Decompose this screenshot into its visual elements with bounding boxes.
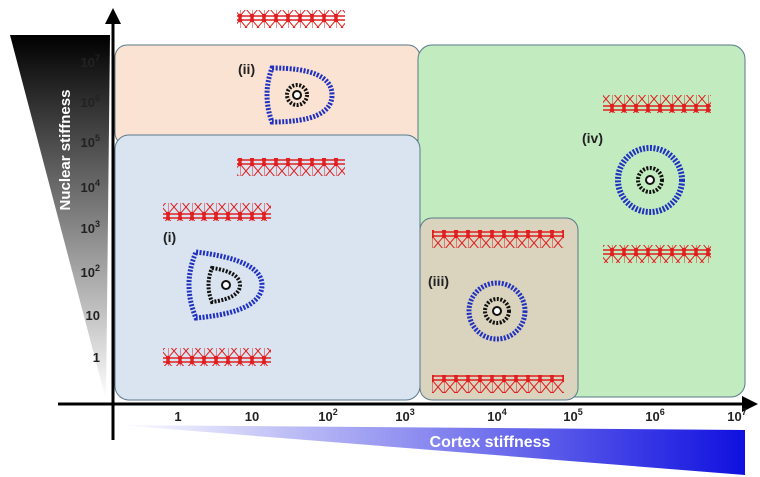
tick-base: 10 xyxy=(81,221,95,236)
tick-base: 10 xyxy=(318,409,332,424)
tick-base: 10 xyxy=(487,409,501,424)
tick-exp: 2 xyxy=(95,263,100,273)
x-tick-label: 105 xyxy=(563,407,582,424)
tick-exp: 7 xyxy=(742,407,747,417)
x-axis-label: Cortex stiffness xyxy=(430,434,551,451)
tick-base: 10 xyxy=(81,135,95,150)
tick-exp: 5 xyxy=(578,407,583,417)
y-tick-label: 10 xyxy=(86,308,100,323)
x-tick-label: 102 xyxy=(318,407,337,424)
tick-base: 10 xyxy=(645,409,659,424)
tick-base: 10 xyxy=(81,180,95,195)
phase-diagram: Nuclear stiffness Cortex stiffness (i) (… xyxy=(0,0,760,477)
x-tick-label: 103 xyxy=(395,407,414,424)
region-label: (ii) xyxy=(238,61,255,77)
y-tick-label: 1 xyxy=(93,350,100,365)
y-axis-label: Nuclear stiffness xyxy=(57,90,74,211)
region-label: (i) xyxy=(163,229,176,245)
tick-base: 10 xyxy=(563,409,577,424)
tick-exp: 7 xyxy=(95,53,100,63)
tick-exp: 6 xyxy=(660,407,665,417)
x-tick-label: 1 xyxy=(174,409,181,424)
tick-exp: 3 xyxy=(410,407,415,417)
tick-base: 10 xyxy=(727,409,741,424)
region-label: (iv) xyxy=(582,130,603,146)
tick-base: 10 xyxy=(81,265,95,280)
region-label: (iii) xyxy=(428,273,449,289)
tick-base: 10 xyxy=(86,308,100,323)
x-tick-label: 106 xyxy=(645,407,664,424)
tick-base: 1 xyxy=(174,409,181,424)
tick-exp: 2 xyxy=(333,407,338,417)
tick-base: 10 xyxy=(245,409,259,424)
tick-exp: 4 xyxy=(95,178,100,188)
x-tick-label: 104 xyxy=(487,407,506,424)
tick-exp: 5 xyxy=(95,133,100,143)
tick-exp: 6 xyxy=(95,93,100,103)
tick-base: 10 xyxy=(81,55,95,70)
tick-base: 10 xyxy=(395,409,409,424)
tick-base: 10 xyxy=(81,95,95,110)
x-tick-label: 107 xyxy=(727,407,746,424)
tick-exp: 4 xyxy=(502,407,507,417)
y-arrow xyxy=(105,8,121,24)
x-tick-label: 10 xyxy=(245,409,259,424)
tick-exp: 3 xyxy=(95,219,100,229)
tick-base: 1 xyxy=(93,350,100,365)
